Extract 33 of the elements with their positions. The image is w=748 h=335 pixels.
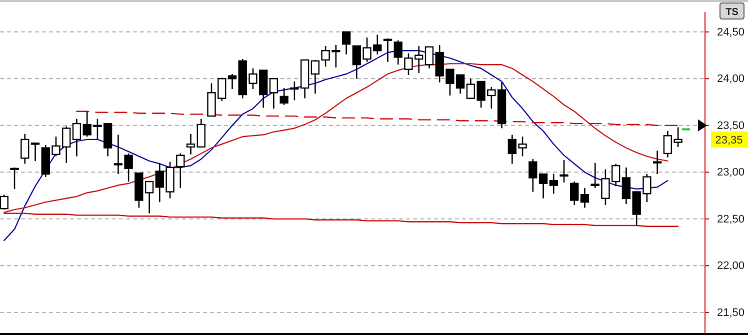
candlestick (528, 158, 538, 192)
candlestick (228, 73, 237, 90)
candlestick (20, 133, 30, 164)
candlestick (383, 38, 392, 62)
y-tick-label: 24,50 (717, 26, 745, 38)
candlestick (424, 46, 434, 70)
candlestick (549, 173, 558, 194)
candlestick (570, 180, 579, 206)
candlestick (0, 194, 8, 210)
y-tick-label: 22,00 (717, 260, 745, 272)
y-tick-label: 22,50 (717, 213, 745, 226)
candlestick (30, 142, 40, 162)
candlestick (10, 166, 19, 190)
text: 23,35 (715, 134, 743, 146)
candlestick (72, 118, 82, 157)
line-series (76, 110, 679, 126)
candlestick (560, 159, 568, 184)
line-series (4, 212, 679, 228)
y-tick-label: 23,50 (717, 120, 745, 132)
y-tick-label: 24,00 (717, 73, 745, 86)
candlestick (310, 59, 320, 94)
candlestick (269, 78, 278, 110)
candlestick (580, 187, 590, 208)
candlestick (652, 150, 662, 175)
y-tick-label: 23,00 (717, 166, 745, 179)
candlestick (538, 173, 548, 200)
candlestick (342, 31, 351, 56)
candlestick (186, 133, 196, 156)
ts-button: TS (720, 2, 744, 20)
candlestick (176, 152, 185, 189)
candlestick (280, 87, 288, 106)
y-tick-label: 21,50 (717, 306, 745, 319)
candlestick (196, 118, 206, 148)
